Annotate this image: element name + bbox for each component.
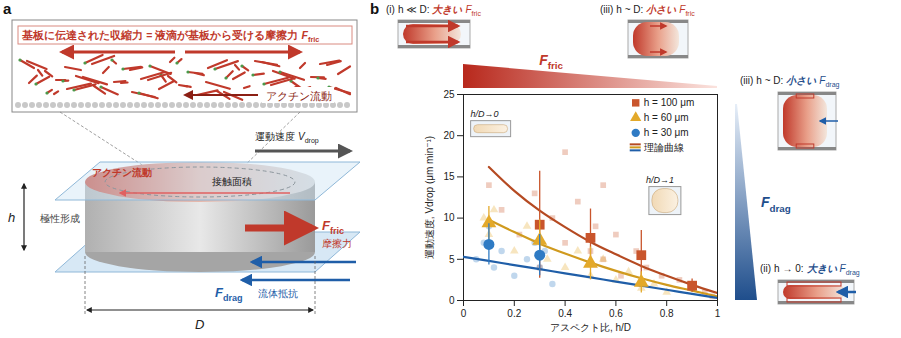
svg-text:5: 5: [449, 254, 455, 265]
svg-text:アクチン流動: アクチン流動: [266, 90, 332, 102]
svg-text:15: 15: [443, 171, 455, 182]
svg-text:0: 0: [461, 308, 467, 319]
svg-text:運動速度, Vdrop (μm min⁻¹): 運動速度, Vdrop (μm min⁻¹): [424, 136, 435, 259]
svg-text:0: 0: [449, 295, 455, 306]
svg-text:20: 20: [443, 130, 455, 141]
svg-text:h = 30 μm: h = 30 μm: [644, 127, 689, 138]
svg-text:Ffric: Ffric: [322, 218, 344, 236]
svg-text:摩擦力: 摩擦力: [322, 238, 352, 249]
svg-text:h = 60 μm: h = 60 μm: [644, 112, 689, 123]
svg-text:h/D→1: h/D→1: [646, 175, 674, 185]
svg-text:運動速度Vdrop: 運動速度Vdrop: [255, 131, 319, 145]
svg-text:(i)h ≪ D:大きいFfric: (i)h ≪ D:大きいFfric: [386, 4, 481, 17]
svg-text:(ii)h → 0:大きいFdrag: (ii)h → 0:大きいFdrag: [760, 263, 860, 277]
svg-text:Ffric: Ffric: [539, 52, 563, 71]
svg-text:25: 25: [443, 89, 455, 100]
svg-text:0.4: 0.4: [558, 308, 572, 319]
svg-text:10: 10: [443, 212, 455, 223]
svg-text:0.2: 0.2: [507, 308, 521, 319]
svg-text:0.6: 0.6: [609, 308, 623, 319]
svg-text:h/D→0: h/D→0: [471, 109, 499, 119]
svg-text:h = 100 μm: h = 100 μm: [644, 97, 695, 108]
svg-text:極性形成: 極性形成: [40, 213, 80, 224]
svg-text:h: h: [8, 210, 15, 225]
svg-text:a: a: [3, 0, 12, 17]
svg-text:0.8: 0.8: [660, 308, 674, 319]
svg-text:接触面積: 接触面積: [212, 176, 252, 187]
svg-text:基板に伝達された収縮力=液滴が基板から受ける摩擦力Ffric: 基板に伝達された収縮力=液滴が基板から受ける摩擦力Ffric: [21, 29, 319, 44]
svg-text:(iii)h ~ D:小さいFfric: (iii)h ~ D:小さいFfric: [600, 4, 695, 17]
svg-text:(iii)h ~ D:小さいFdrag: (iii)h ~ D:小さいFdrag: [740, 75, 840, 89]
svg-text:アクチン流動: アクチン流動: [92, 167, 152, 178]
svg-text:Fdrag: Fdrag: [761, 194, 791, 213]
svg-text:アスペクト比, h/D: アスペクト比, h/D: [550, 322, 631, 333]
svg-text:理論曲線: 理論曲線: [644, 142, 684, 153]
svg-text:1: 1: [715, 308, 721, 319]
svg-text:D: D: [195, 317, 204, 332]
svg-text:Fdrag: Fdrag: [215, 285, 243, 303]
svg-text:流体抵抗: 流体抵抗: [258, 288, 298, 299]
svg-text:b: b: [370, 0, 379, 17]
